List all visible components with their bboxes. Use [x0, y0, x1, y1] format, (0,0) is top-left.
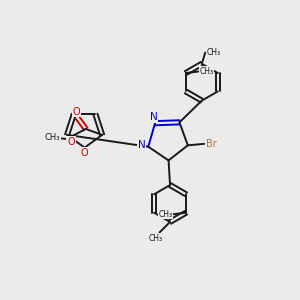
Text: CH₃: CH₃	[207, 48, 221, 57]
Text: O: O	[81, 148, 88, 158]
Text: CH₃: CH₃	[158, 210, 172, 219]
Text: N: N	[138, 140, 146, 150]
Text: N: N	[150, 112, 158, 122]
Text: CH₃: CH₃	[149, 234, 163, 243]
Text: O: O	[67, 137, 75, 147]
Text: Br: Br	[206, 139, 217, 149]
Text: O: O	[73, 107, 80, 117]
Text: CH₃: CH₃	[200, 67, 214, 76]
Text: CH₃: CH₃	[45, 133, 60, 142]
